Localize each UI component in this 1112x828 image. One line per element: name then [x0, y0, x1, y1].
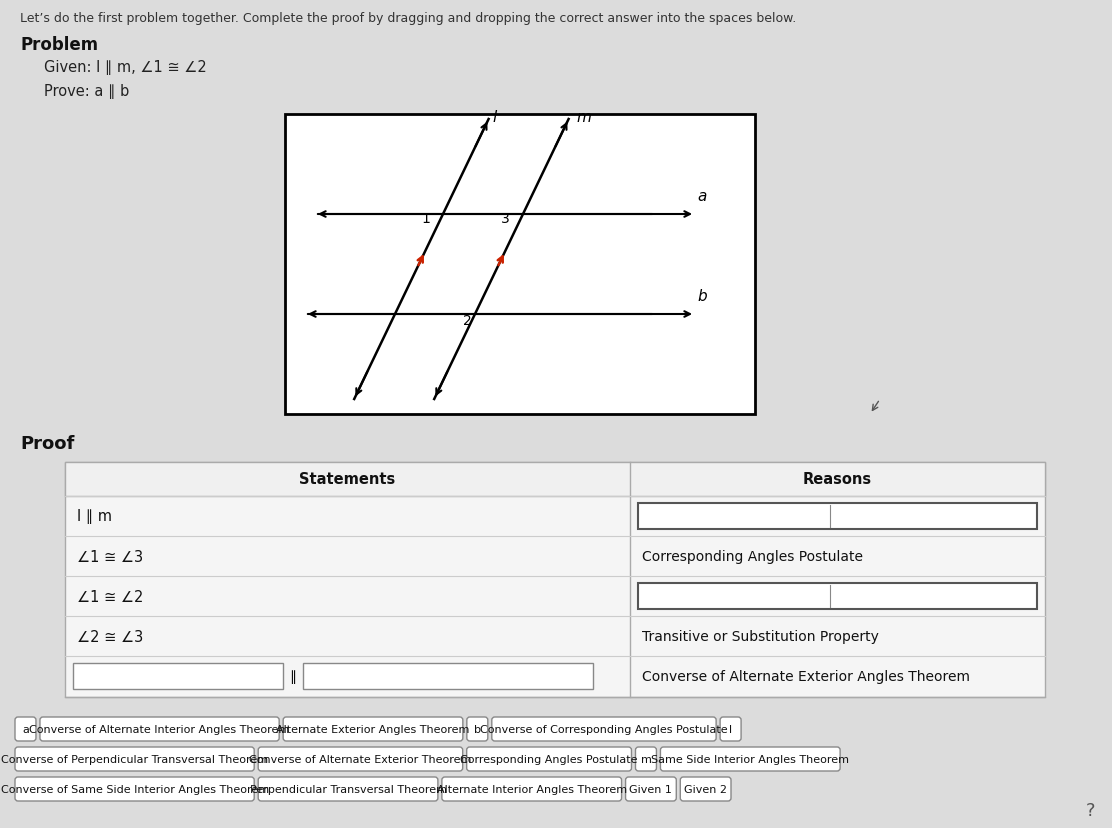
Text: Converse of Alternate Exterior Theorem: Converse of Alternate Exterior Theorem: [249, 754, 471, 764]
Text: Converse of Perpendicular Transversal Theorem: Converse of Perpendicular Transversal Th…: [1, 754, 268, 764]
Text: Given 1: Given 1: [629, 784, 673, 794]
FancyBboxPatch shape: [40, 717, 279, 741]
FancyBboxPatch shape: [638, 503, 1037, 529]
Text: Converse of Same Side Interior Angles Theorem: Converse of Same Side Interior Angles Th…: [0, 784, 269, 794]
FancyBboxPatch shape: [302, 663, 593, 689]
Text: a: a: [22, 724, 29, 734]
Text: Given: l ∥ m, ∠1 ≅ ∠2: Given: l ∥ m, ∠1 ≅ ∠2: [44, 60, 207, 75]
FancyBboxPatch shape: [73, 663, 282, 689]
FancyBboxPatch shape: [626, 777, 676, 801]
Text: b: b: [474, 724, 480, 734]
Text: Converse of Alternate Interior Angles Theorem: Converse of Alternate Interior Angles Th…: [29, 724, 290, 734]
FancyBboxPatch shape: [492, 717, 716, 741]
Text: m: m: [641, 754, 652, 764]
Text: Corresponding Angles Postulate: Corresponding Angles Postulate: [460, 754, 638, 764]
FancyBboxPatch shape: [441, 777, 622, 801]
Text: Let’s do the first problem together. Complete the proof by dragging and dropping: Let’s do the first problem together. Com…: [20, 12, 796, 25]
Text: Alternate Interior Angles Theorem: Alternate Interior Angles Theorem: [437, 784, 627, 794]
Text: ∥: ∥: [289, 669, 297, 683]
Text: l: l: [729, 724, 732, 734]
Text: Perpendicular Transversal Theorem: Perpendicular Transversal Theorem: [249, 784, 447, 794]
Text: l: l: [493, 110, 497, 125]
FancyBboxPatch shape: [284, 717, 463, 741]
Text: 2: 2: [463, 314, 471, 328]
FancyBboxPatch shape: [258, 747, 463, 771]
Text: Problem: Problem: [20, 36, 98, 54]
FancyBboxPatch shape: [638, 583, 1037, 609]
Text: Alternate Exterior Angles Theorem: Alternate Exterior Angles Theorem: [276, 724, 469, 734]
FancyBboxPatch shape: [467, 717, 488, 741]
FancyBboxPatch shape: [14, 747, 255, 771]
Text: b: b: [697, 289, 706, 304]
FancyBboxPatch shape: [681, 777, 731, 801]
Text: Prove: a ∥ b: Prove: a ∥ b: [44, 84, 129, 99]
Text: ∠1 ≅ ∠2: ∠1 ≅ ∠2: [77, 589, 143, 604]
Text: 3: 3: [502, 212, 509, 226]
Text: m: m: [577, 110, 592, 125]
FancyBboxPatch shape: [258, 777, 438, 801]
FancyBboxPatch shape: [14, 717, 36, 741]
FancyBboxPatch shape: [64, 463, 1045, 497]
Text: ∠1 ≅ ∠3: ∠1 ≅ ∠3: [77, 549, 143, 564]
Text: ?: ?: [1085, 801, 1095, 819]
Text: Reasons: Reasons: [803, 472, 872, 487]
FancyBboxPatch shape: [635, 747, 656, 771]
FancyBboxPatch shape: [64, 463, 1045, 697]
Text: ∠2 ≅ ∠3: ∠2 ≅ ∠3: [77, 628, 143, 643]
FancyBboxPatch shape: [721, 717, 741, 741]
Text: Same Side Interior Angles Theorem: Same Side Interior Angles Theorem: [652, 754, 850, 764]
FancyBboxPatch shape: [467, 747, 632, 771]
FancyBboxPatch shape: [285, 115, 755, 415]
Text: Transitive or Substitution Property: Transitive or Substitution Property: [642, 629, 878, 643]
Text: 1: 1: [421, 212, 430, 226]
Text: Given 2: Given 2: [684, 784, 727, 794]
Text: Converse of Alternate Exterior Angles Theorem: Converse of Alternate Exterior Angles Th…: [642, 669, 970, 683]
Text: Converse of Corresponding Angles Postulate: Converse of Corresponding Angles Postula…: [480, 724, 727, 734]
FancyBboxPatch shape: [661, 747, 841, 771]
FancyBboxPatch shape: [14, 777, 255, 801]
Text: l ∥ m: l ∥ m: [77, 509, 112, 524]
Text: Corresponding Angles Postulate: Corresponding Angles Postulate: [642, 549, 863, 563]
Text: a: a: [697, 189, 706, 204]
Text: Proof: Proof: [20, 435, 75, 452]
Text: Statements: Statements: [299, 472, 396, 487]
